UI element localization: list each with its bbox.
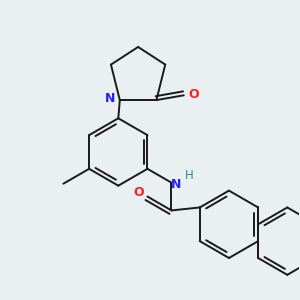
Text: N: N xyxy=(171,178,182,191)
Text: O: O xyxy=(188,88,199,101)
Text: N: N xyxy=(105,92,115,105)
Text: O: O xyxy=(133,186,144,199)
Text: H: H xyxy=(185,169,194,182)
